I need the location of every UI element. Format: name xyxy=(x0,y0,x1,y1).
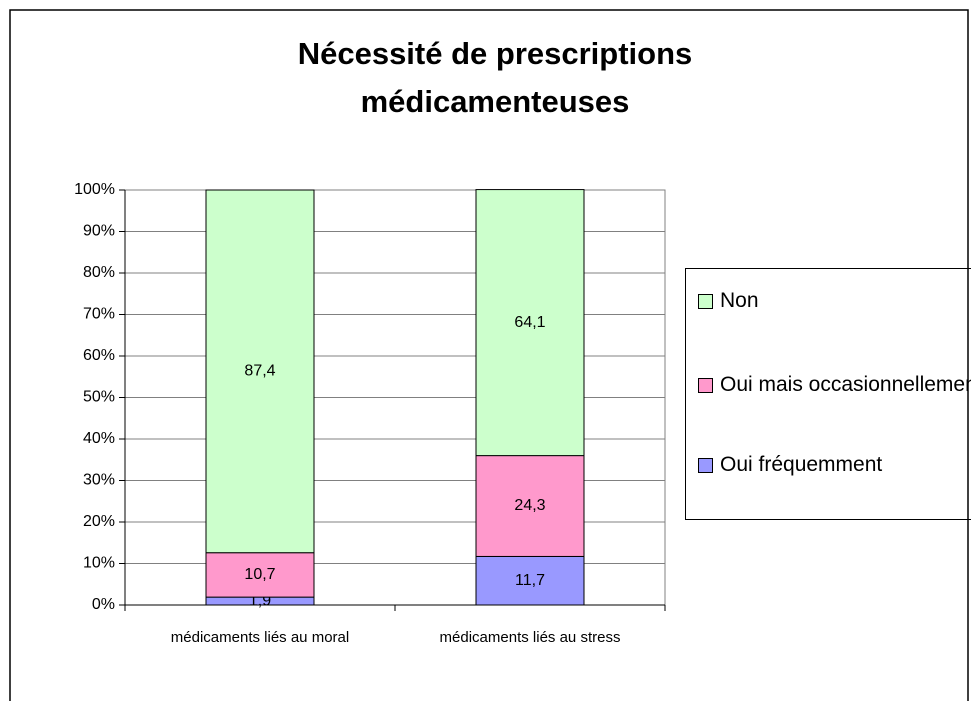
x-tick-label: médicaments liés au moral xyxy=(170,629,350,646)
y-tick-label: 20% xyxy=(83,513,115,530)
legend-swatch xyxy=(698,294,713,309)
legend-swatch xyxy=(698,458,713,473)
y-tick-label: 30% xyxy=(83,472,115,489)
y-tick-label: 100% xyxy=(74,181,115,198)
legend-label: Non xyxy=(720,289,759,312)
legend-item: Oui fréquemment xyxy=(698,449,971,481)
legend-item: Non xyxy=(698,285,971,317)
legend-label: Oui fréquemment xyxy=(720,453,883,476)
y-tick-label: 70% xyxy=(83,306,115,323)
bar-segment xyxy=(475,189,585,457)
chart-title: Nécessité de prescriptions médicamenteus… xyxy=(297,36,693,119)
value-label: 11,7 xyxy=(515,572,545,589)
y-tick-label: 80% xyxy=(83,264,115,281)
value-label: 64,1 xyxy=(514,314,545,331)
bar-segment xyxy=(475,455,585,557)
y-tick-label: 50% xyxy=(83,389,115,406)
y-tick-label: 10% xyxy=(83,555,115,572)
legend-swatch xyxy=(698,378,713,393)
bar-segment xyxy=(205,189,315,554)
bar-segment xyxy=(475,555,585,606)
legend: Non Oui mais occasionnellement Oui fréquem… xyxy=(685,268,971,520)
value-label: 10,7 xyxy=(244,566,275,583)
value-label: 24,3 xyxy=(514,497,545,514)
y-tick-label: 90% xyxy=(83,223,115,240)
y-tick-label: 60% xyxy=(83,347,115,364)
bar-segment xyxy=(205,552,315,598)
chart-border xyxy=(9,9,969,701)
x-tick-label: médicaments liés au stress xyxy=(439,629,621,646)
value-label: 87,4 xyxy=(244,363,275,380)
legend-item: Oui mais occasionnellement xyxy=(698,369,971,401)
y-tick-label: 40% xyxy=(83,430,115,447)
legend-label: Oui mais occasionnellement xyxy=(720,373,971,396)
y-tick-label: 0% xyxy=(92,596,115,613)
